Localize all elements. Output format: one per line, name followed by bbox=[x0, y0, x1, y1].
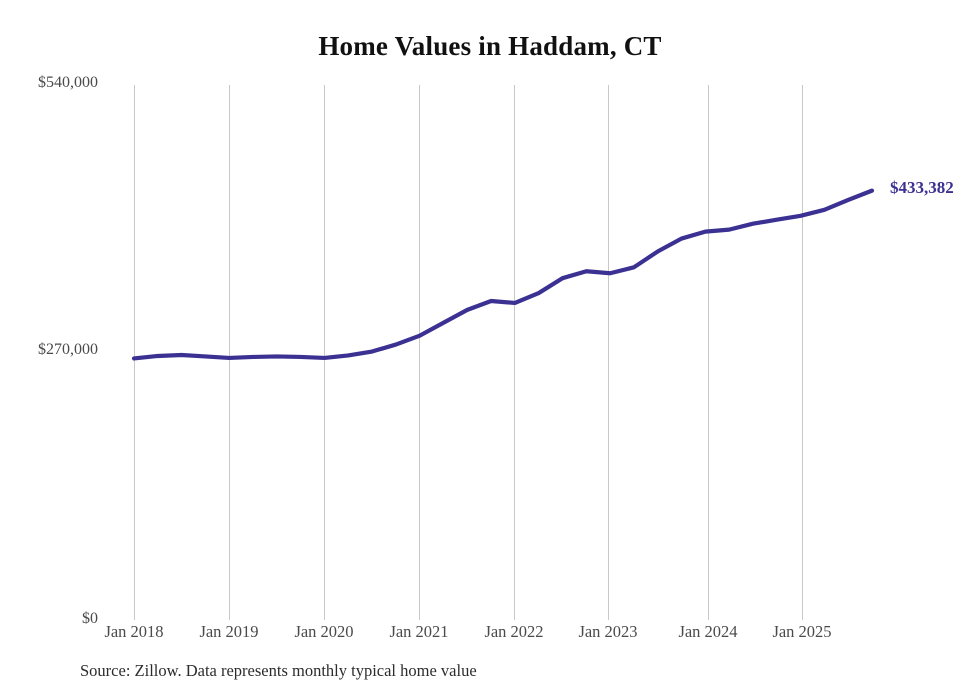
source-note: Source: Zillow. Data represents monthly … bbox=[80, 661, 477, 680]
line-series-typical-home-value bbox=[131, 188, 875, 361]
x-axis-tick-jan-2023: Jan 2023 bbox=[578, 622, 638, 641]
x-axis-tick-jan-2022: Jan 2022 bbox=[484, 622, 544, 641]
gridline-jan-2022 bbox=[514, 85, 515, 620]
gridline-jan-2020 bbox=[324, 85, 325, 620]
x-axis-tick-jan-2025: Jan 2025 bbox=[772, 622, 832, 641]
x-axis-tick-jan-2020: Jan 2020 bbox=[294, 622, 354, 641]
x-axis-tick-jan-2018: Jan 2018 bbox=[104, 622, 164, 641]
gridline-jan-2025 bbox=[802, 85, 803, 620]
x-axis-tick-jan-2021: Jan 2021 bbox=[389, 622, 449, 641]
end-point-value-label: $433,382 bbox=[890, 178, 954, 197]
gridline-jan-2024 bbox=[708, 85, 709, 620]
x-axis-tick-jan-2024: Jan 2024 bbox=[678, 622, 738, 641]
chart-title: Home Values in Haddam, CT bbox=[318, 31, 662, 61]
y-axis-tick-label: $270,000 bbox=[38, 341, 98, 358]
gridline-jan-2018 bbox=[134, 85, 135, 620]
gridline-jan-2019 bbox=[229, 85, 230, 620]
y-axis-tick-label: $0 bbox=[82, 610, 98, 627]
gridline-jan-2021 bbox=[419, 85, 420, 620]
y-axis-tick-label: $540,000 bbox=[38, 74, 98, 91]
gridline-jan-2023 bbox=[608, 85, 609, 620]
x-axis-tick-jan-2019: Jan 2019 bbox=[199, 622, 259, 641]
